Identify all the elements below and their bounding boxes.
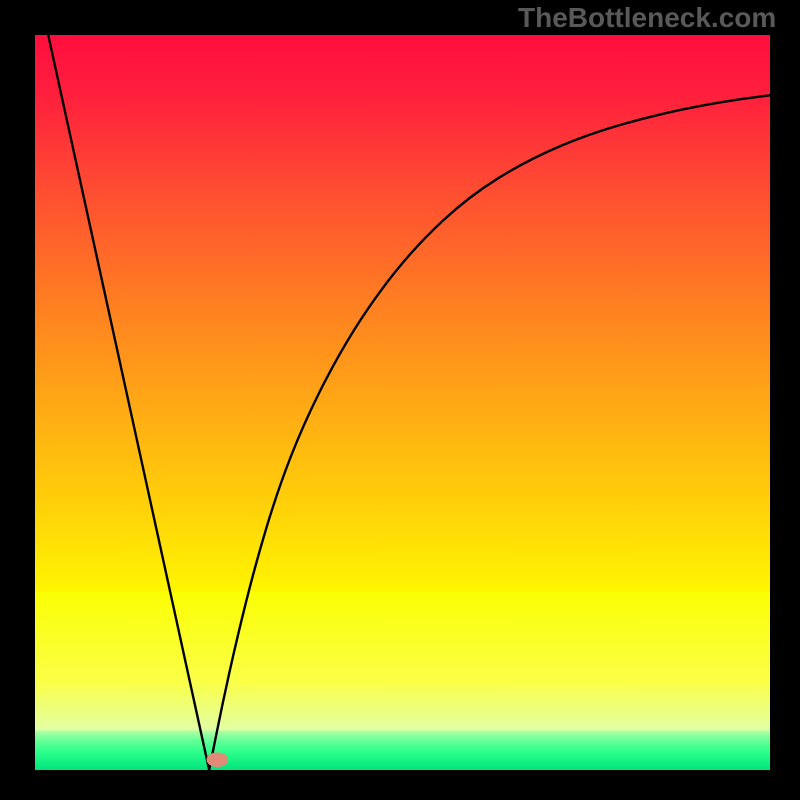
chart-background: [35, 35, 770, 770]
watermark-text: TheBottleneck.com: [518, 2, 776, 34]
bottleneck-chart: [35, 35, 770, 770]
optimum-marker: [206, 752, 228, 767]
